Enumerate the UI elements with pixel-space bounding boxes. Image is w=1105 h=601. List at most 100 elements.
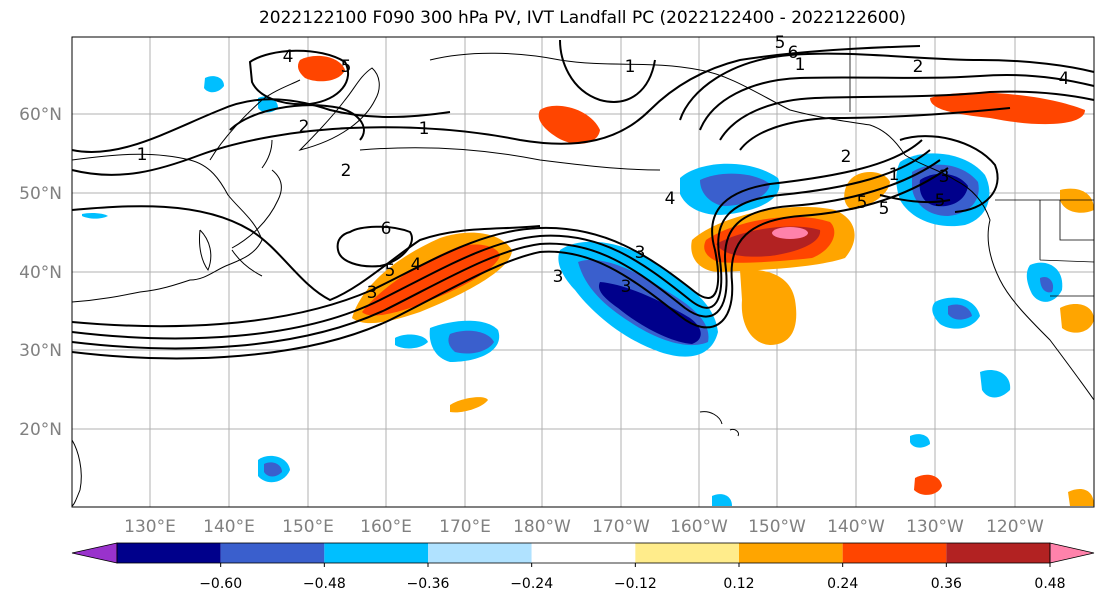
contour-label: 1	[137, 145, 148, 165]
pv-contour-11	[559, 39, 656, 103]
colorbar-segment	[531, 543, 636, 563]
longitude-tick-label: 150°E	[282, 517, 334, 537]
coastline-islands-1	[699, 411, 739, 437]
longitude-tick-label: 140°E	[203, 517, 255, 537]
negative-anomaly-small-5-core	[264, 462, 282, 477]
colorbar-tick-label: 0.12	[723, 576, 754, 592]
colorbar: −0.60 −0.48 −0.36 −0.24 −0.12 0.12 0.24 0.36 0.4…	[71, 542, 1095, 592]
colorbar-tick-label: −0.48	[303, 576, 346, 592]
negative-anomaly-small-3-core	[1040, 276, 1054, 293]
colorbar-tick-label: −0.36	[407, 576, 450, 592]
colorbar-tick-label: 0.36	[931, 576, 962, 592]
colorbar-extend-low	[71, 542, 118, 564]
pv-contour-6	[336, 225, 413, 268]
coastline-asia	[71, 153, 263, 303]
colorbar-segment	[220, 543, 325, 563]
coastline-west-coast	[904, 154, 1095, 401]
negative-anomaly-small-4	[980, 370, 1011, 398]
colorbar-tick-label: −0.12	[614, 576, 657, 592]
contour-label: 2	[913, 57, 924, 77]
longitude-tick-label: 170°W	[592, 517, 650, 537]
pv-contour-12	[679, 52, 1095, 121]
longitude-tick-label: 140°W	[827, 517, 885, 537]
contour-label: 1	[889, 165, 900, 185]
contour-label: 2	[299, 117, 310, 137]
contour-label: 3	[939, 167, 950, 187]
negative-anomaly-small-2-core	[948, 304, 972, 320]
contour-label: 3	[367, 283, 378, 303]
map-title: 2022122100 F090 300 hPa PV, IVT Landfall…	[258, 8, 906, 28]
contour-label: 3	[635, 243, 646, 263]
positive-anomaly-corner	[1068, 488, 1094, 506]
longitude-tick-label: 170°E	[439, 517, 491, 537]
colorbar-segment	[739, 543, 843, 563]
contour-label: 5	[341, 57, 352, 77]
contour-label: 2	[841, 147, 852, 167]
longitude-tick-label: 150°W	[748, 517, 806, 537]
negative-anomaly-small-6	[204, 76, 224, 93]
colorbar-segment	[428, 543, 532, 563]
negative-anomaly-gulf-core	[919, 173, 968, 207]
latitude-tick-label: 30°N	[19, 341, 62, 361]
colorbar-segment	[635, 543, 739, 563]
positive-anomaly-east	[844, 171, 890, 210]
colorbar-frame	[116, 542, 1051, 564]
latitude-tick-label: 20°N	[19, 420, 62, 440]
contour-label: 4	[411, 255, 422, 275]
coastline-korea	[199, 229, 212, 272]
ivt-shading	[82, 55, 1094, 506]
longitude-tick-label: 180°W	[513, 517, 571, 537]
pv-contour-3	[71, 167, 949, 360]
colorbar-extend-high	[1049, 542, 1095, 564]
positive-anomaly-se	[914, 474, 942, 495]
contour-label: 1	[795, 55, 806, 75]
pv-contour-10	[229, 104, 365, 141]
latitude-tick-label: 50°N	[19, 184, 62, 204]
contour-label: 6	[788, 43, 799, 63]
colorbar-tick-label: 0.48	[1034, 576, 1065, 592]
contour-label: 6	[381, 219, 392, 239]
longitude-tick-label: 120°W	[986, 517, 1044, 537]
longitude-tick-label: 130°W	[906, 517, 964, 537]
contour-label: 3	[553, 267, 564, 287]
pv-contour-16	[899, 135, 999, 213]
negative-anomaly-north-core	[700, 173, 770, 206]
colorbar-tick-label: 0.24	[827, 576, 858, 592]
latitude-tick-label: 60°N	[19, 105, 62, 125]
colorbar-segment	[946, 543, 1050, 563]
longitude-tick-label: 130°E	[124, 517, 176, 537]
colorbar-segment	[842, 543, 947, 563]
latitude-tick-label: 40°N	[19, 263, 62, 283]
colorbar-segment	[324, 543, 428, 563]
pv-contour-14	[719, 90, 1095, 141]
map-frame	[71, 36, 1095, 508]
contour-label: 5	[879, 199, 890, 219]
colorbar-segment	[117, 543, 221, 563]
latitude-labels: 60°N 50°N 40°N 30°N 20°N	[19, 105, 62, 440]
positive-anomaly-north-1	[538, 105, 600, 144]
contour-label: 5	[385, 261, 396, 281]
contour-label: 5	[857, 193, 868, 213]
colorbar-tick-label: −0.24	[510, 576, 553, 592]
pv-contours	[71, 39, 1095, 360]
positive-anomaly-far-east-2	[1060, 188, 1094, 213]
positive-anomaly-far-east	[1060, 304, 1094, 333]
pv-contour-4	[71, 139, 923, 328]
negative-anomaly-small-10	[712, 494, 732, 506]
contour-label: 5	[935, 191, 946, 211]
negative-anomaly-small-8	[910, 434, 930, 448]
contour-label: 5	[775, 33, 786, 53]
coastline-kamchatka	[298, 67, 380, 151]
pv-contour-15	[739, 107, 1011, 151]
pv-contour-5	[71, 205, 541, 302]
coastline-japan	[231, 139, 282, 277]
positive-anomaly-tail	[740, 269, 797, 345]
colorbar-tick-label: −0.60	[199, 576, 242, 592]
contour-label: 1	[625, 57, 636, 77]
negative-anomaly-small-1	[395, 334, 428, 349]
contour-label: 3	[621, 277, 632, 297]
border-states	[1039, 200, 1095, 263]
coastline-aleutians	[359, 147, 661, 171]
